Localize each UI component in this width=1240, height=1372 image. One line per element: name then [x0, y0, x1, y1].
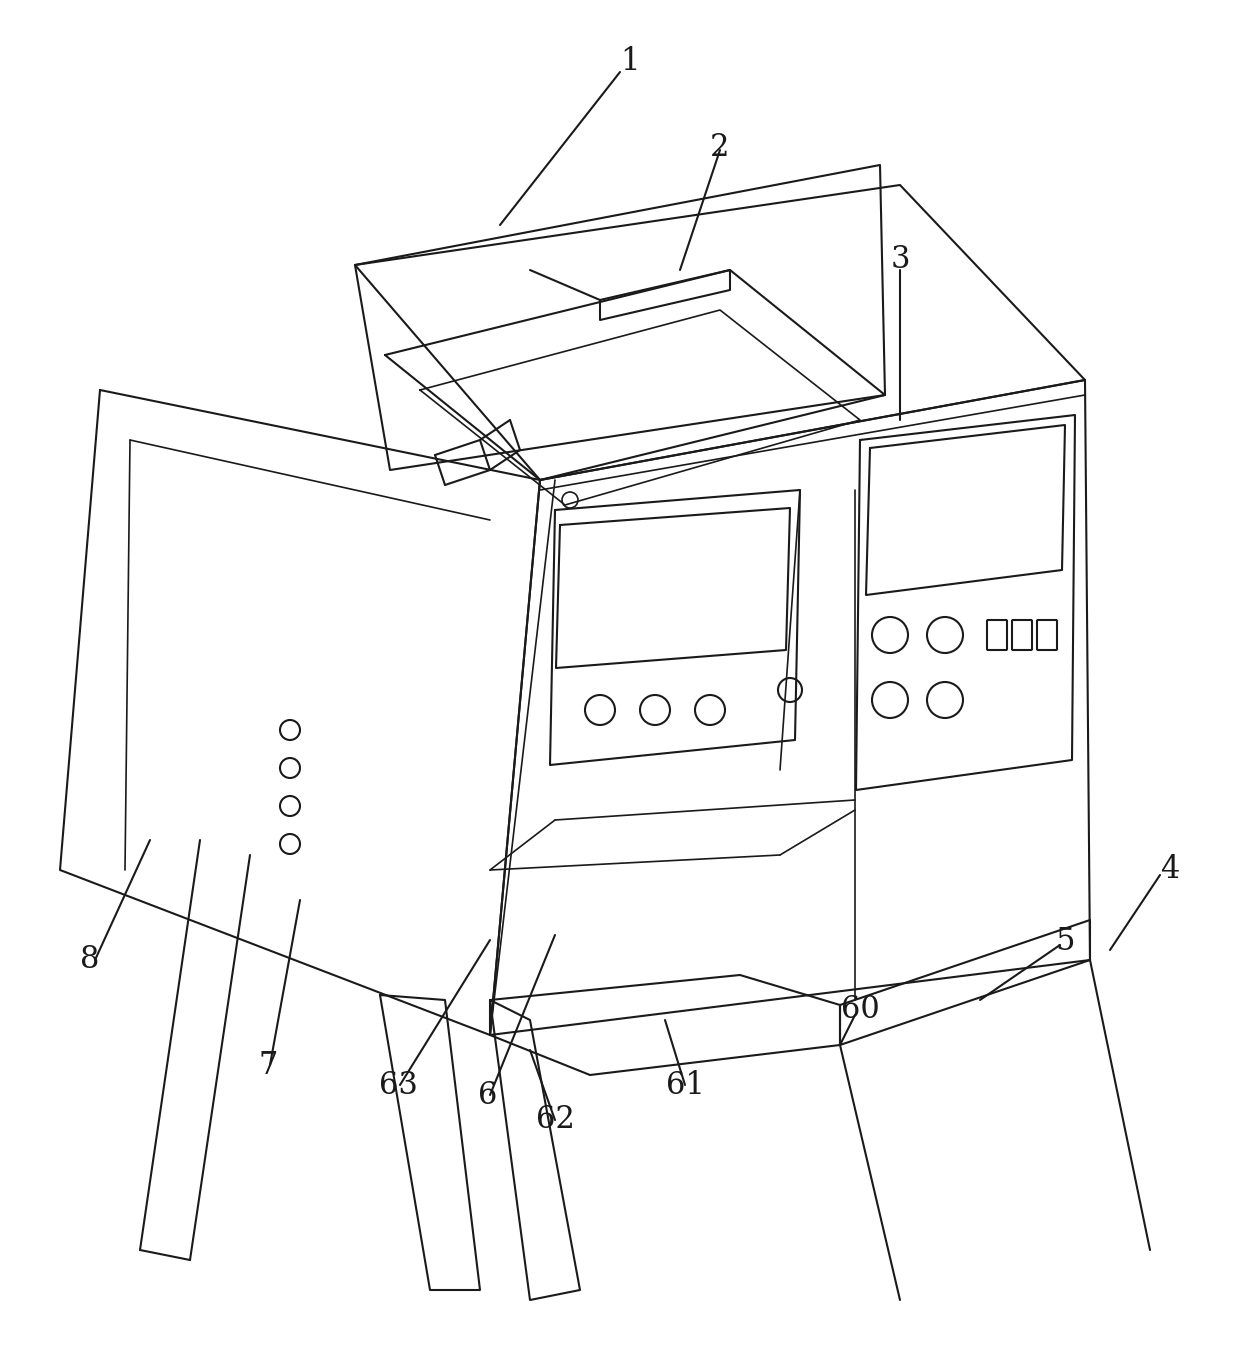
- Text: 61: 61: [666, 1070, 704, 1100]
- Text: 60: 60: [841, 995, 879, 1025]
- Text: 1: 1: [620, 47, 640, 77]
- Text: 8: 8: [81, 944, 99, 975]
- Text: 2: 2: [711, 133, 730, 163]
- Text: 63: 63: [378, 1070, 418, 1100]
- Text: 3: 3: [890, 244, 910, 276]
- Text: 4: 4: [1161, 855, 1179, 885]
- Text: 62: 62: [536, 1104, 574, 1136]
- Text: 5: 5: [1055, 926, 1075, 958]
- Text: 6: 6: [479, 1080, 497, 1110]
- Text: 7: 7: [258, 1050, 278, 1081]
